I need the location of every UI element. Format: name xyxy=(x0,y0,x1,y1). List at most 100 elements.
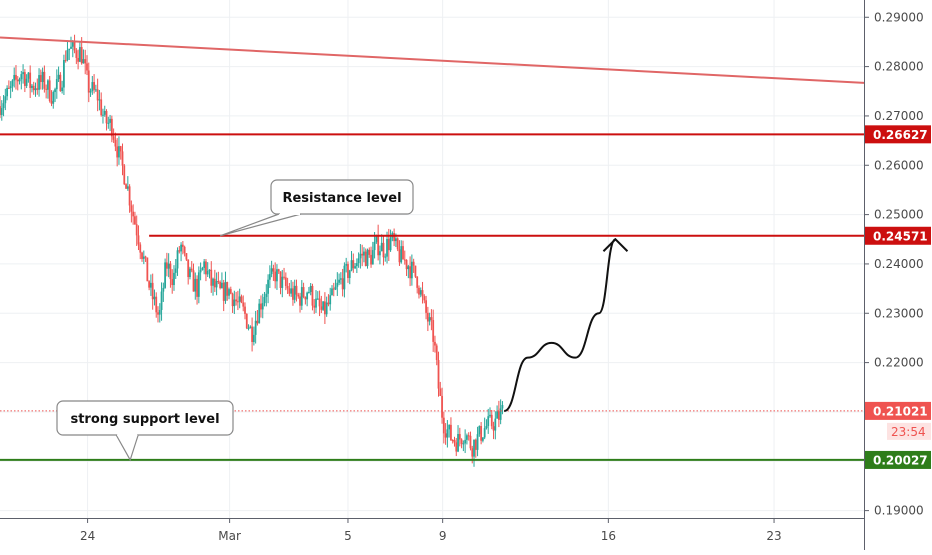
candle-body xyxy=(418,287,420,295)
candle-body xyxy=(290,288,293,294)
callout-tail xyxy=(115,434,139,462)
candle-body xyxy=(150,282,152,288)
candle-body xyxy=(141,252,143,259)
candle xyxy=(403,250,406,265)
candle xyxy=(123,164,126,186)
candle-body xyxy=(354,266,356,269)
candle-body xyxy=(300,287,303,306)
candle xyxy=(219,280,222,290)
candle xyxy=(448,424,451,438)
candle xyxy=(109,114,111,132)
candle-body xyxy=(308,291,310,293)
candle xyxy=(327,294,330,307)
candle xyxy=(336,272,339,296)
candle-body xyxy=(160,291,163,311)
candle xyxy=(380,234,383,252)
candle-body xyxy=(501,404,504,409)
candle xyxy=(89,88,92,97)
price-badge-upper-text: 0.26627 xyxy=(873,128,928,142)
candle xyxy=(300,280,303,310)
candle xyxy=(199,262,202,281)
candle xyxy=(329,287,332,311)
candle xyxy=(105,109,108,131)
candle-body xyxy=(13,74,16,81)
candle-body xyxy=(405,259,408,270)
candle xyxy=(354,262,356,270)
candle-body xyxy=(393,233,396,242)
candle xyxy=(137,225,140,251)
y-tick-label: 0.28000 xyxy=(874,60,924,74)
candle-body xyxy=(481,437,484,441)
candle xyxy=(434,335,436,353)
candle-body xyxy=(36,88,39,90)
candle-body xyxy=(196,278,198,297)
candle-body xyxy=(446,429,449,438)
candle-body xyxy=(435,345,438,361)
candle xyxy=(165,252,168,277)
candle xyxy=(112,128,115,143)
candle xyxy=(267,274,269,304)
candle-body xyxy=(192,270,195,292)
candle xyxy=(341,268,344,297)
candle-body xyxy=(252,334,255,343)
candle xyxy=(295,279,298,302)
candle xyxy=(114,132,117,152)
candle-body xyxy=(217,281,220,283)
candle xyxy=(244,302,246,320)
candle xyxy=(249,325,252,329)
candle xyxy=(86,55,88,76)
candle-body xyxy=(148,281,151,288)
candle-body xyxy=(254,320,257,335)
candle-body xyxy=(485,426,488,429)
candle-body xyxy=(89,91,92,93)
candle xyxy=(272,264,275,281)
x-tick-label: 23 xyxy=(766,529,781,543)
projection-curve xyxy=(503,238,617,412)
candle xyxy=(251,317,253,352)
candle xyxy=(125,183,127,189)
candle-body xyxy=(350,260,353,271)
candle xyxy=(181,241,184,255)
candle xyxy=(393,228,396,247)
candle xyxy=(469,431,472,451)
candle xyxy=(82,49,85,64)
candle xyxy=(96,78,99,112)
candle-body xyxy=(244,306,246,314)
candle xyxy=(299,292,301,313)
candle xyxy=(325,296,328,317)
candle-body xyxy=(387,239,390,251)
candle xyxy=(462,440,465,452)
candle-body xyxy=(157,312,159,315)
candle xyxy=(208,269,211,279)
candle xyxy=(439,381,442,397)
candle-body xyxy=(132,211,135,217)
candle xyxy=(180,242,182,262)
time-scale xyxy=(0,518,864,550)
candle-body xyxy=(105,110,108,124)
candle xyxy=(213,269,216,292)
candle xyxy=(489,407,491,418)
candle-body xyxy=(180,244,182,252)
candle-body xyxy=(423,296,426,301)
candle xyxy=(121,143,124,176)
candle-body xyxy=(375,235,378,242)
candle xyxy=(487,408,490,434)
candle-body xyxy=(343,265,346,290)
candle xyxy=(22,64,24,84)
candle xyxy=(41,67,44,90)
candle-body xyxy=(389,237,392,251)
candle-body xyxy=(187,259,190,278)
candle-body xyxy=(421,290,424,297)
candle xyxy=(183,245,186,257)
candle xyxy=(238,288,241,309)
support-callout-label: strong support level xyxy=(70,412,219,427)
candle-body xyxy=(474,439,477,450)
candle-body xyxy=(219,282,222,289)
candle xyxy=(164,258,167,289)
candle-body xyxy=(18,79,21,82)
candle-body xyxy=(292,288,294,300)
candle xyxy=(203,258,206,275)
candle-body xyxy=(274,271,277,282)
candle xyxy=(201,266,204,271)
